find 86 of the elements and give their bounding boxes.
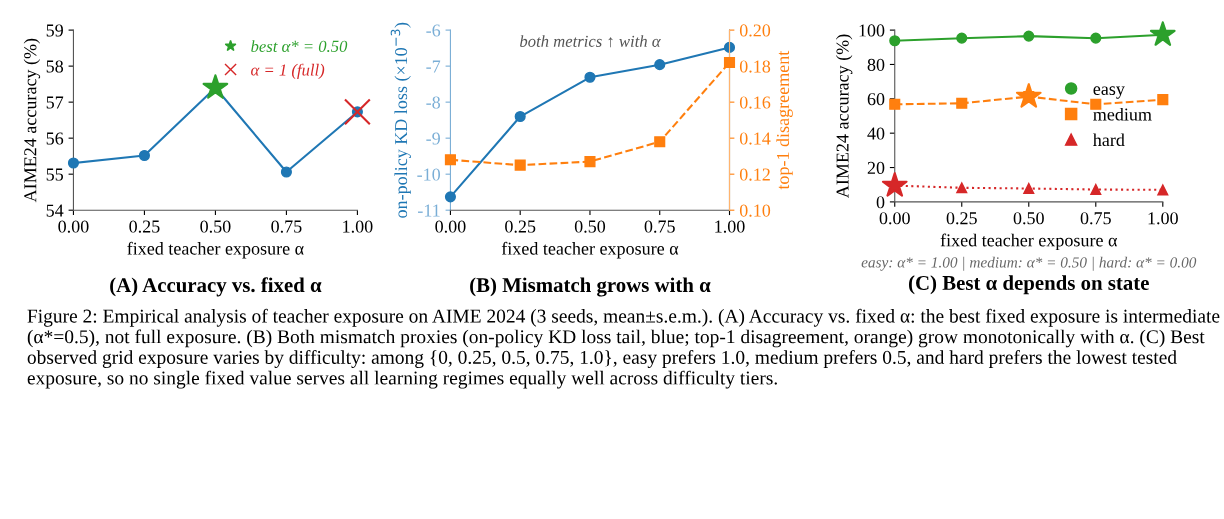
annotation: both metrics ↑ with α	[520, 35, 661, 48]
point	[584, 156, 596, 168]
legend-label: medium	[1093, 107, 1152, 121]
point	[1090, 32, 1102, 44]
point	[956, 97, 968, 109]
x-tick-label: 0.50	[574, 220, 606, 233]
y-tick-label: 58	[46, 60, 64, 73]
y2-tick-label: 0.10	[739, 204, 771, 217]
point	[1023, 182, 1035, 195]
legend-label: best α* = 0.50	[251, 40, 348, 53]
x-tick-label: 0.50	[200, 220, 231, 233]
point	[584, 71, 596, 83]
y2-tick-label: 0.12	[739, 168, 770, 181]
x-tick-label: 0.75	[271, 220, 302, 233]
point	[956, 32, 968, 44]
y-tick-label: 0	[876, 196, 885, 209]
x-tick-label: 0.25	[946, 212, 977, 225]
text: (B) Mismatch grows with α	[470, 277, 711, 297]
point	[889, 98, 901, 110]
x-tick-label: 0.50	[1013, 212, 1044, 225]
y-tick-label: 80	[867, 58, 885, 71]
point	[202, 74, 229, 99]
text: (C) Best α depends on state	[909, 275, 1149, 295]
x-tick-label: 1.00	[1148, 212, 1178, 225]
x-tick-label: 1.00	[343, 220, 373, 233]
point	[956, 182, 968, 194]
x-tick-label: 1.00	[715, 220, 745, 233]
y2-tick-label: 0.20	[739, 24, 771, 37]
y-axis-title: AIME24 accuracy (%)	[23, 38, 41, 203]
x-tick-label: 0.25	[505, 220, 536, 233]
y-tick-label: 20	[867, 161, 885, 174]
y-tick-label: 56	[46, 132, 64, 145]
text: (A) Accuracy vs. fixed α	[110, 277, 322, 297]
x-tick-label: 0.00	[879, 212, 910, 225]
point	[1015, 83, 1042, 108]
x-tick-label: 0.75	[644, 220, 675, 233]
legend-label: hard	[1092, 133, 1125, 147]
x-tick-label: 0.00	[58, 220, 89, 233]
point	[1090, 183, 1102, 196]
y-tick-label: 100	[859, 24, 885, 37]
y2-tick-label: 0.16	[739, 96, 771, 109]
point	[1149, 21, 1176, 46]
y-tick-label: 59	[46, 24, 63, 37]
y-tick-label: 40	[867, 127, 885, 140]
point	[514, 110, 526, 123]
point	[654, 136, 666, 148]
point	[514, 159, 526, 171]
point	[1023, 30, 1035, 42]
text: easy: α* = 1.00 | medium: α* = 0.50 | hard: α* = 0.00	[861, 256, 1197, 271]
y-tick-label: 55	[46, 168, 64, 181]
point	[343, 98, 371, 126]
point	[67, 157, 79, 169]
legend-label: α = 1 (full)	[251, 63, 325, 79]
x-axis-title: fixed teacher exposure α	[501, 241, 679, 259]
point	[280, 166, 292, 178]
y-tick-label: -8	[426, 96, 441, 109]
y-tick-label: -11	[417, 204, 440, 217]
y2-tick-label: 0.18	[739, 60, 771, 73]
caption: Figure 2: Empirical analysis of teacher exposure on AIME 2024 (3 seeds, mean±s.e.m.). (A) Accuracy vs. fixed α: the best fixed exposure is intermediate (α*=0.5), not full exposure. (B) Both mismatch proxies (on-policy KD loss tail, blue; top-1 disagreement, orange) grow monotonically with α. (C) Best observed grid exposure varies by difficulty: among {0, 0.25, 0.5, 0.75, 1.0}, easy prefers 1.0, medium prefers 0.5, and hard prefers the lowest tested exposure, so no single fixed value serves all learning regimes equally well across difficulty tiers.	[27, 308, 1220, 389]
x-tick-label: 0.00	[435, 220, 466, 233]
y-tick-label: -10	[417, 168, 441, 181]
y-tick-label: -7	[426, 60, 441, 73]
y-tick-label: 54	[46, 204, 64, 217]
x-axis-title: fixed teacher exposure α	[127, 241, 304, 259]
legend-label: easy	[1093, 86, 1125, 99]
y-tick-label: 57	[46, 96, 64, 109]
point	[444, 154, 456, 166]
y2-axis-title: top-1 disagreement	[776, 50, 793, 190]
point	[444, 191, 456, 203]
y-tick-label: 60	[867, 93, 885, 106]
point	[654, 59, 666, 71]
y2-tick-label: 0.14	[739, 132, 771, 145]
point	[138, 149, 150, 162]
x-axis-title: fixed teacher exposure α	[940, 233, 1118, 251]
y-tick-label: -9	[426, 132, 440, 145]
point	[1157, 184, 1169, 196]
point	[1157, 94, 1169, 106]
point	[889, 35, 901, 47]
point	[723, 56, 736, 69]
y-axis-title: AIME24 accuracy (%)	[835, 34, 853, 199]
point	[881, 172, 908, 197]
y-tick-label: -6	[426, 24, 441, 37]
x-tick-label: 0.25	[129, 220, 160, 233]
x-tick-label: 0.75	[1080, 212, 1111, 225]
y-axis-title: on-policy KD loss (×10$^{−3}$)	[390, 22, 411, 218]
point	[723, 41, 736, 53]
